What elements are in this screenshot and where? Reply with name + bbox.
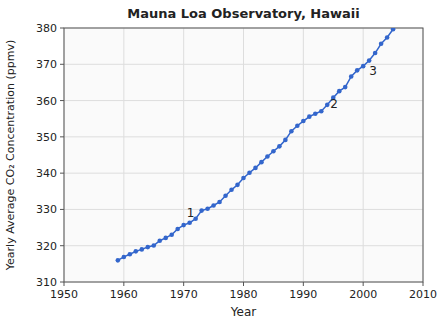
series [116,28,396,263]
annotation: 3 [369,64,377,78]
chart: 1950 1960 1970 1980 1990 2000 2010 310 320 330 340… [0,0,437,324]
point [319,109,324,114]
tick-x [423,282,424,286]
line [118,29,393,260]
point [265,154,270,159]
point [163,236,168,241]
point [247,170,252,175]
point [116,258,121,263]
grid-line-x [243,28,244,282]
tick-x [363,282,364,286]
grid-line-y [64,173,423,174]
tick-label-y: 330 [36,203,57,216]
point [337,89,342,94]
point [313,111,318,116]
tick-y [60,28,64,29]
point [217,200,222,205]
point [355,68,360,73]
point [169,232,174,237]
point [295,123,300,128]
point [211,203,216,208]
point [379,42,384,47]
grid-line-y [64,209,423,210]
tick-y [60,173,64,174]
grid-line-y [64,136,423,137]
tick-label-x: 1960 [110,288,138,301]
point [283,138,288,143]
plot-frame [64,28,423,282]
annotation: 2 [330,97,338,111]
point [367,58,372,63]
y-axis-label: Yearly Average CO₂ Concentration (ppmv) [4,40,17,271]
tick-x [64,282,65,286]
point [122,255,127,260]
tick-label-y: 370 [36,58,57,71]
tick-label-y: 310 [36,276,57,289]
tick-x [303,282,304,286]
x-axis-label: Year [230,305,256,319]
tick-y [60,64,64,65]
point [325,103,330,108]
tick-y [60,100,64,101]
tick-label-x: 2010 [409,288,437,301]
point [181,223,186,228]
point [187,220,192,225]
point [289,129,294,134]
tick-y [60,282,64,283]
point [229,187,234,192]
grid-line-y [64,100,423,101]
point [241,176,246,181]
tick-label-y: 380 [36,22,57,35]
tick-label-y: 360 [36,95,57,108]
point [134,249,139,254]
tick-label-y: 320 [36,240,57,253]
point [199,208,204,213]
point [151,243,156,248]
point [373,51,378,56]
tick-label-x: 1990 [289,288,317,301]
point [205,206,210,211]
point [259,160,264,165]
grid [64,28,423,282]
point [385,35,390,40]
point [343,85,348,90]
point [391,28,396,31]
point [235,183,240,188]
grid-line-x [183,28,184,282]
tick-y [60,209,64,210]
point [139,247,144,252]
tick-label-x: 1950 [50,288,78,301]
tick-y [60,245,64,246]
point [128,252,133,257]
point [301,119,306,124]
tick-label-x: 1970 [170,288,198,301]
point [175,227,180,232]
title: Mauna Loa Observatory, Hawaii [127,6,359,21]
point [145,245,150,250]
annotation: 1 [187,206,195,220]
point [361,64,366,69]
plot-area [64,28,423,282]
point [223,193,228,198]
tick-label-x: 1980 [230,288,258,301]
point [349,74,354,79]
point [271,149,276,154]
grid-line-x [123,28,124,282]
point [157,238,162,243]
tick-x [183,282,184,286]
grid-line-x [303,28,304,282]
point [253,166,258,171]
point [307,114,312,119]
axes: 1950 1960 1970 1980 1990 2000 2010 310 320 330 340… [36,22,437,301]
tick-label-y: 350 [36,131,57,144]
tick-x [123,282,124,286]
tick-label-y: 340 [36,167,57,180]
point [277,144,282,149]
grid-line-y [64,245,423,246]
tick-label-x: 2000 [349,288,377,301]
tick-x [243,282,244,286]
tick-y [60,136,64,137]
